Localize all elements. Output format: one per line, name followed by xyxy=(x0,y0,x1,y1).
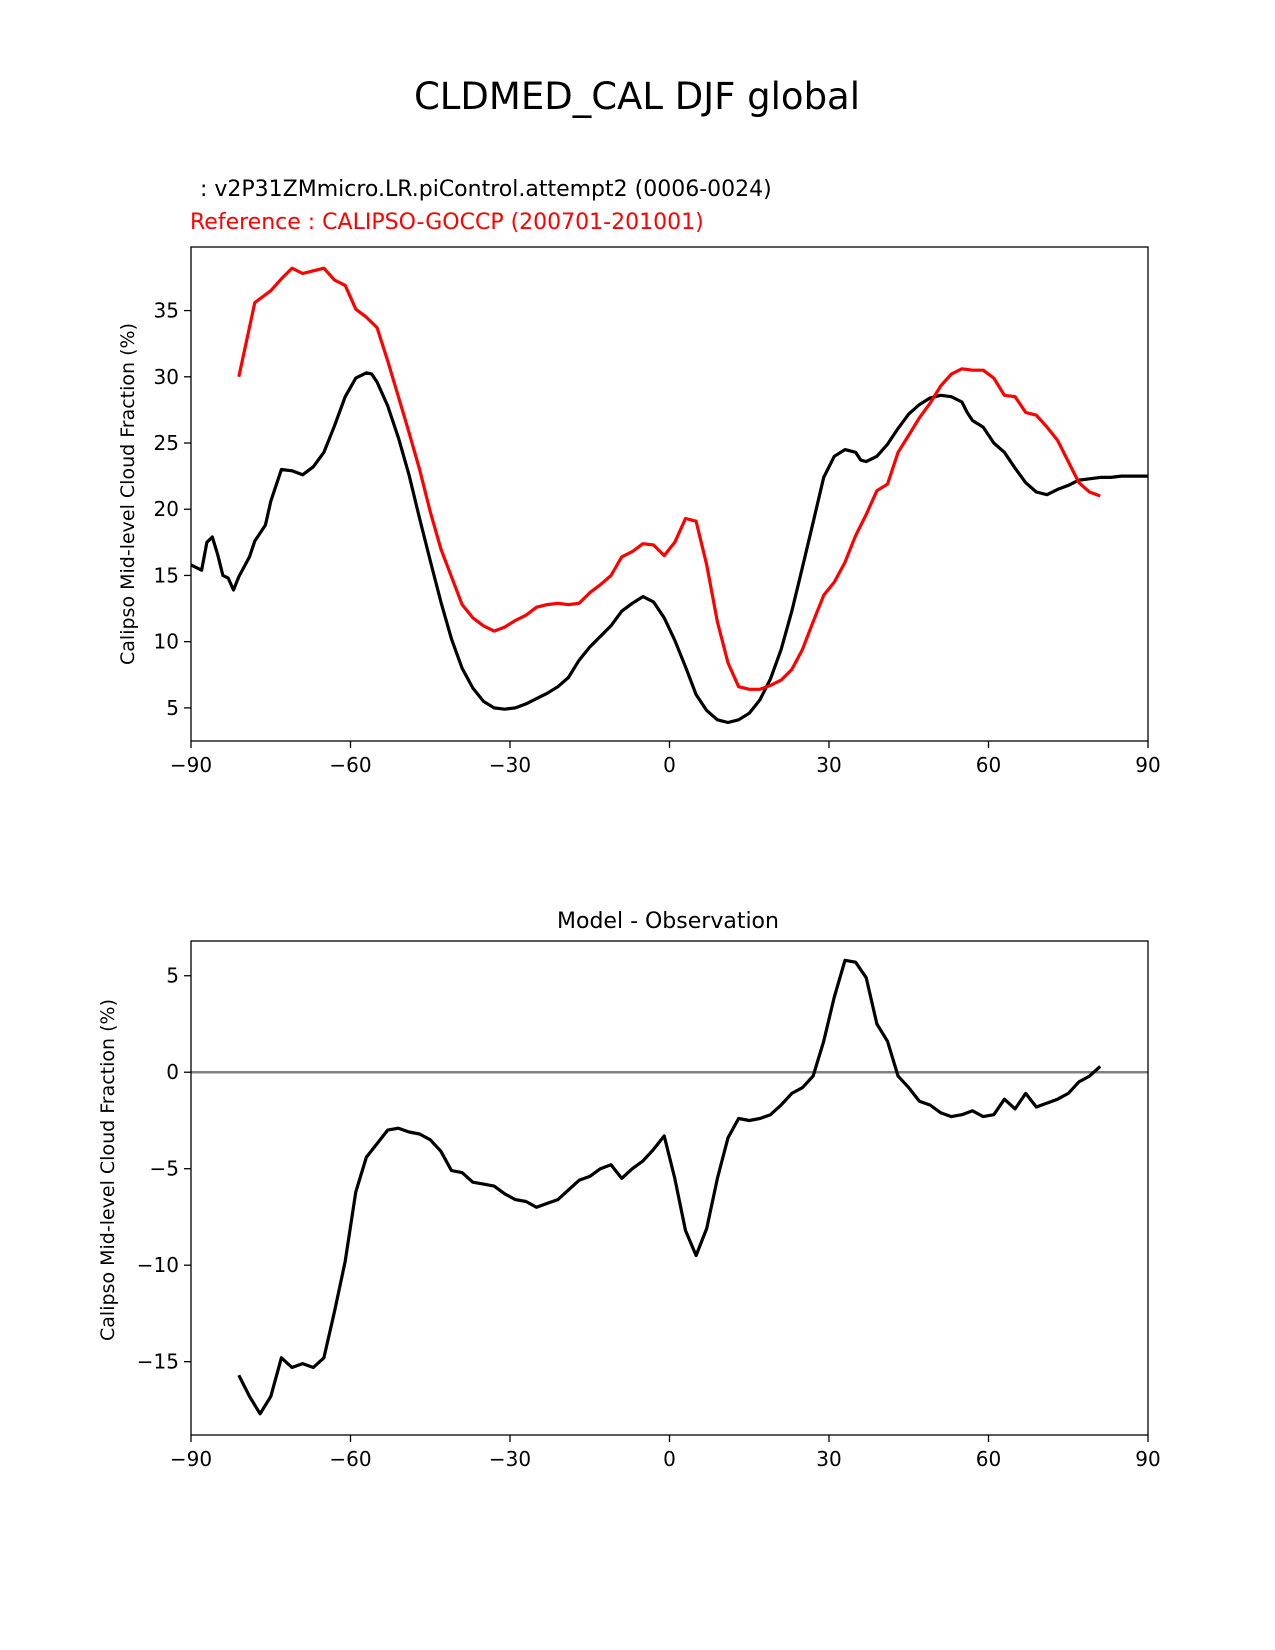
top-series-reference xyxy=(237,266,1101,691)
top-subtitle-test: : v2P31ZMmicro.LR.piControl.attempt2 (00… xyxy=(193,177,772,202)
bottom-xtick-label: 30 xyxy=(816,1447,841,1471)
top-ytick-label: 10 xyxy=(154,630,179,654)
top-xtick-label: −30 xyxy=(489,753,531,777)
top-xtick-label: 90 xyxy=(1135,753,1160,777)
top-plot-area: −90 −60 −30 0 30 60 90 5 10 15 20 25 30 35 xyxy=(154,246,1161,777)
top-xtick-label: 60 xyxy=(976,753,1001,777)
top-xtick-label: −90 xyxy=(170,753,212,777)
bottom-xtick-label: −30 xyxy=(489,1447,531,1471)
bottom-xtick-label: −60 xyxy=(329,1447,371,1471)
bottom-ytick-label: −15 xyxy=(137,1350,179,1374)
top-ytick-label: 15 xyxy=(154,563,179,587)
bottom-ytick-label: −5 xyxy=(150,1157,179,1181)
bottom-axes-frame xyxy=(190,940,1149,1436)
bottom-xtick-label: 60 xyxy=(976,1447,1001,1471)
top-xtick-label: −60 xyxy=(329,753,371,777)
bottom-ylabel: Calipso Mid-level Cloud Fraction (%) xyxy=(97,999,119,1341)
top-ytick-label: 25 xyxy=(154,431,179,455)
top-ytick-label: 20 xyxy=(154,497,179,521)
bottom-ytick-label: 5 xyxy=(166,964,179,988)
top-subtitle-reference: Reference : CALIPSO-GOCCP (200701-201001… xyxy=(190,210,704,235)
bottom-ytick-label: −10 xyxy=(137,1253,179,1277)
top-ytick-label: 35 xyxy=(154,299,179,323)
top-ytick-label: 30 xyxy=(154,365,179,389)
bottom-title: Model - Observation xyxy=(557,909,779,934)
bottom-ytick-label: 0 xyxy=(166,1060,179,1084)
bottom-xtick-label: 90 xyxy=(1135,1447,1160,1471)
figure-title: CLDMED_CAL DJF global xyxy=(414,75,860,118)
top-axes-frame xyxy=(190,246,1149,742)
top-panel: : v2P31ZMmicro.LR.piControl.attempt2 (00… xyxy=(117,177,1161,777)
bottom-panel: Model - Observation Calipso Mid-level Cl… xyxy=(97,909,1161,1471)
top-xtick-label: 30 xyxy=(816,753,841,777)
bottom-xtick-label: −90 xyxy=(170,1447,212,1471)
bottom-plot-area: −90 −60 −30 0 30 60 90 −15 −10 −5 0 5 xyxy=(137,940,1161,1471)
top-series-test xyxy=(190,371,1148,725)
top-ylabel: Calipso Mid-level Cloud Fraction (%) xyxy=(117,323,139,665)
bottom-xtick-label: 0 xyxy=(663,1447,676,1471)
bottom-series-difference xyxy=(237,958,1102,1416)
top-ytick-label: 5 xyxy=(166,696,179,720)
top-xtick-label: 0 xyxy=(663,753,676,777)
